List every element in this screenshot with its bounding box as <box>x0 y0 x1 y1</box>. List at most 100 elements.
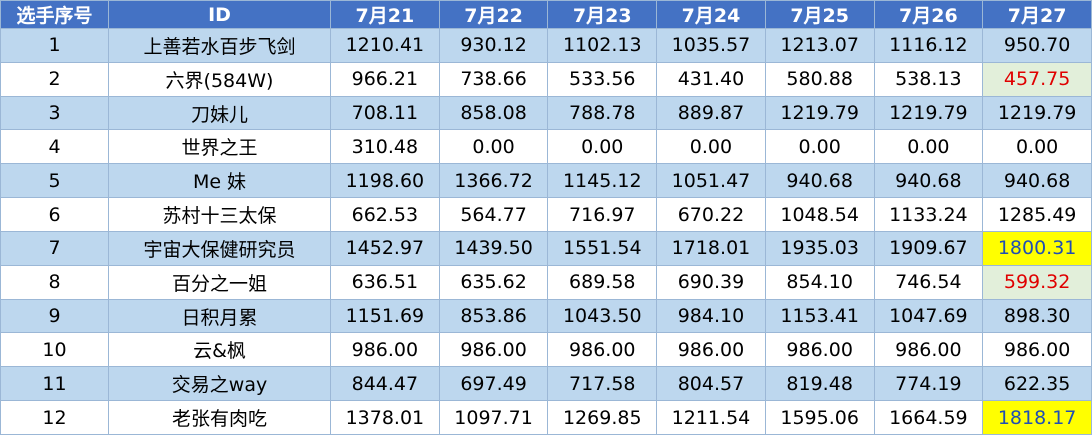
table-row: 2 六界(584W) 966.21 738.66 533.56 431.40 580.88 5… <box>0 61 1092 97</box>
table-cell: 940.68 <box>982 163 1092 199</box>
table-cell: 1 <box>0 28 109 63</box>
table-cell: 1145.12 <box>547 163 658 199</box>
table-cell: 950.70 <box>982 28 1092 63</box>
table-row: 11 交易之way 844.47 697.49 717.58 804.57 819.48 77… <box>0 366 1092 402</box>
table-cell: 1595.06 <box>764 400 875 435</box>
table-cell: 1378.01 <box>330 400 440 435</box>
table-cell: 1285.49 <box>982 197 1092 232</box>
header-cell: 选手序号 <box>0 0 109 29</box>
table-cell: 1048.54 <box>764 197 875 232</box>
table-cell: 538.13 <box>873 61 984 97</box>
table-cell: 716.97 <box>547 197 658 232</box>
header-cell: 7月27 <box>982 0 1092 29</box>
table-cell: 交易之way <box>108 366 331 402</box>
table-row: 5 Me 妹 1198.60 1366.72 1145.12 1051.47 940.68 9… <box>0 163 1092 199</box>
table-cell: 819.48 <box>764 366 875 402</box>
table-cell: 7 <box>0 230 109 266</box>
table-cell: 690.39 <box>656 264 766 300</box>
table-cell: 986.00 <box>656 332 766 368</box>
table-cell: 0.00 <box>982 129 1092 165</box>
table-cell: 1800.31 <box>982 230 1092 266</box>
table-cell: 940.68 <box>764 163 875 199</box>
table-cell: 1043.50 <box>547 298 658 334</box>
table-cell: 622.35 <box>982 366 1092 402</box>
table-cell: 1198.60 <box>330 163 440 199</box>
table-cell: 10 <box>0 332 109 368</box>
table-cell: 1051.47 <box>656 163 766 199</box>
table-cell: 9 <box>0 298 109 334</box>
table-cell: 788.78 <box>547 95 658 131</box>
table-row: 6 苏村十三太保 662.53 564.77 716.97 670.22 1048.54 11… <box>0 197 1092 232</box>
table-cell: 日积月累 <box>108 298 331 334</box>
table-cell: 11 <box>0 366 109 402</box>
table-cell: 580.88 <box>764 61 875 97</box>
table-cell: 853.86 <box>438 298 549 334</box>
table-cell: 986.00 <box>873 332 984 368</box>
table-cell: 746.54 <box>873 264 984 300</box>
table-cell: 599.32 <box>982 264 1092 300</box>
table-cell: 689.58 <box>547 264 658 300</box>
table-cell: 1664.59 <box>873 400 984 435</box>
table-cell: 804.57 <box>656 366 766 402</box>
table-cell: 986.00 <box>547 332 658 368</box>
table-cell: 708.11 <box>330 95 440 131</box>
table-cell: 1213.07 <box>764 28 875 63</box>
table-cell: 0.00 <box>547 129 658 165</box>
table-cell: 0.00 <box>656 129 766 165</box>
table-row: 12 老张有肉吃 1378.01 1097.71 1269.85 1211.54 1595.… <box>0 400 1092 435</box>
table-row: 7 宇宙大保健研究员 1452.97 1439.50 1551.54 1718.01 193… <box>0 230 1092 266</box>
table-row: 4 世界之王 310.48 0.00 0.00 0.00 0.00 0.00 0.00 <box>0 129 1092 165</box>
table-cell: 940.68 <box>873 163 984 199</box>
table-cell: 1452.97 <box>330 230 440 266</box>
table-cell: 世界之王 <box>108 129 331 165</box>
table-cell: 966.21 <box>330 61 440 97</box>
table-cell: 930.12 <box>438 28 549 63</box>
table-cell: 889.87 <box>656 95 766 131</box>
table-cell: 898.30 <box>982 298 1092 334</box>
table-cell: 百分之一姐 <box>108 264 331 300</box>
table-cell: 1151.69 <box>330 298 440 334</box>
table-cell: 宇宙大保健研究员 <box>108 230 331 266</box>
table-cell: 431.40 <box>656 61 766 97</box>
table-cell: 662.53 <box>330 197 440 232</box>
table-cell: 8 <box>0 264 109 300</box>
table-cell: 1047.69 <box>873 298 984 334</box>
table-cell: 1219.79 <box>873 95 984 131</box>
table-cell: 老张有肉吃 <box>108 400 331 435</box>
table-cell: 0.00 <box>764 129 875 165</box>
table-cell: 0.00 <box>438 129 549 165</box>
table-cell: 上善若水百步飞剑 <box>108 28 331 63</box>
table-cell: Me 妹 <box>108 163 331 199</box>
table-cell: 697.49 <box>438 366 549 402</box>
table-cell: 1909.67 <box>873 230 984 266</box>
header-cell: 7月26 <box>873 0 984 29</box>
table-cell: 986.00 <box>764 332 875 368</box>
table-cell: 670.22 <box>656 197 766 232</box>
table-cell: 984.10 <box>656 298 766 334</box>
table-cell: 刀妹儿 <box>108 95 331 131</box>
table-cell: 844.47 <box>330 366 440 402</box>
table-cell: 1035.57 <box>656 28 766 63</box>
table-cell: 1211.54 <box>656 400 766 435</box>
table-cell: 858.08 <box>438 95 549 131</box>
table-cell: 636.51 <box>330 264 440 300</box>
table-cell: 1366.72 <box>438 163 549 199</box>
table-cell: 1439.50 <box>438 230 549 266</box>
table-cell: 3 <box>0 95 109 131</box>
table-cell: 457.75 <box>982 61 1092 97</box>
table-cell: 1133.24 <box>873 197 984 232</box>
table-cell: 1097.71 <box>438 400 549 435</box>
table-row: 8 百分之一姐 636.51 635.62 689.58 690.39 854.10 746.… <box>0 264 1092 300</box>
table-cell: 1102.13 <box>547 28 658 63</box>
table-body: 1 上善若水百步飞剑 1210.41 930.12 1102.13 1035.57 1213… <box>0 28 1092 435</box>
header-cell: 7月25 <box>764 0 875 29</box>
table-row: 1 上善若水百步飞剑 1210.41 930.12 1102.13 1035.57 1213… <box>0 28 1092 63</box>
table-cell: 774.19 <box>873 366 984 402</box>
table-cell: 986.00 <box>982 332 1092 368</box>
header-cell: ID <box>108 0 331 29</box>
table-cell: 717.58 <box>547 366 658 402</box>
table-row: 10 云&枫 986.00 986.00 986.00 986.00 986.00 986.0… <box>0 332 1092 368</box>
table-cell: 1219.79 <box>764 95 875 131</box>
